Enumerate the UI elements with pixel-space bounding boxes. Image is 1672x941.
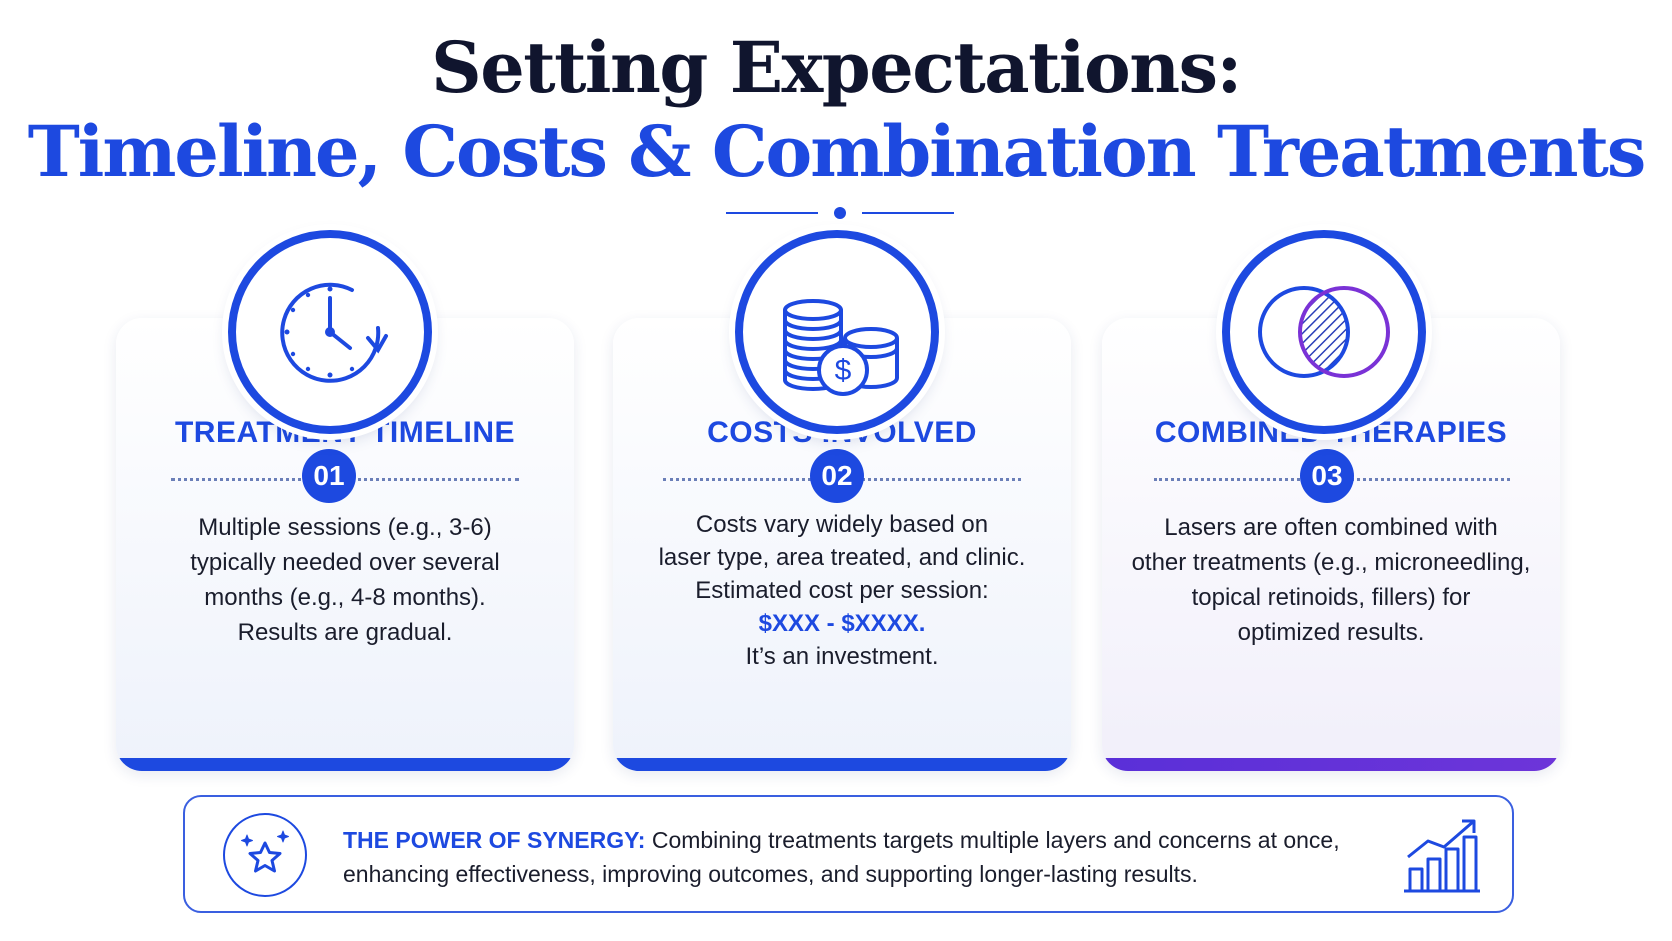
clock-icon	[228, 230, 432, 434]
svg-text:$: $	[835, 354, 852, 387]
title-divider	[720, 206, 960, 220]
growth-chart-icon	[1404, 819, 1480, 893]
page-title: Setting Expectations:	[431, 26, 1242, 109]
synergy-body: Combining treatments targets multiple la…	[343, 827, 1340, 887]
card-combined-therapies: COMBINED THERAPIES Lasers are often comb…	[1102, 318, 1560, 771]
overlapping-circles-icon	[1222, 230, 1426, 434]
synergy-lead: THE POWER OF SYNERGY:	[343, 827, 646, 853]
card-body: Lasers are often combined with other tre…	[1131, 514, 1531, 646]
page-subtitle: Timeline, Costs & Combination Treatments	[27, 110, 1647, 193]
badge-01: 01	[302, 449, 356, 503]
card-accent-bar	[613, 758, 1071, 771]
price-range: $XXX - $XXXX.	[758, 610, 926, 637]
card-accent-bar	[116, 758, 574, 771]
card-accent-bar	[1102, 758, 1560, 771]
badge-02: 02	[810, 449, 864, 503]
card-body: Costs vary widely based on laser type, a…	[643, 508, 1041, 673]
star-sparkle-icon	[223, 813, 307, 897]
synergy-text: THE POWER OF SYNERGY: Combining treatmen…	[343, 823, 1383, 891]
card-body: Multiple sessions (e.g., 3-6) typically …	[190, 514, 500, 646]
synergy-banner: THE POWER OF SYNERGY: Combining treatmen…	[183, 795, 1514, 913]
badge-03: 03	[1300, 449, 1354, 503]
coins-dollar-icon: $	[735, 230, 939, 434]
